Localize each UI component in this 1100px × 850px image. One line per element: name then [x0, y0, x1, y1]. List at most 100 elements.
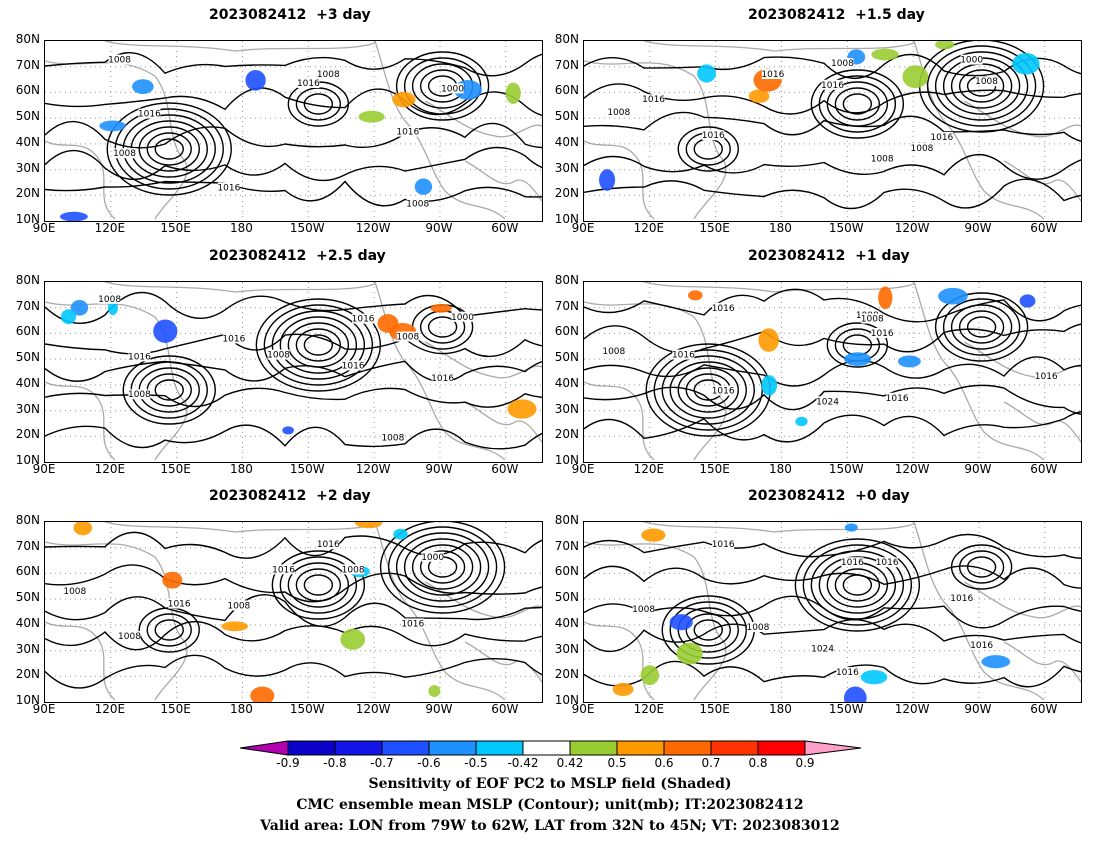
- lon-tick-label: 120W: [355, 221, 391, 235]
- colorbar-tick-label: 0.8: [748, 756, 768, 770]
- lon-tick-label: 120E: [633, 702, 665, 716]
- gridlines: [45, 41, 542, 221]
- lat-tick-label: 30N: [15, 401, 40, 416]
- contour-label: 1008: [108, 56, 131, 66]
- contour-label: 1000: [441, 84, 464, 94]
- mslp-contours: [45, 522, 542, 689]
- lon-tick-label: 120E: [94, 702, 126, 716]
- contour-label: 1016: [352, 315, 375, 325]
- lat-tick-label: 80N: [15, 32, 40, 46]
- lat-tick-label: 50N: [554, 109, 579, 124]
- contour-label: 1016: [821, 81, 844, 91]
- lat-tick-label: 20N: [554, 667, 579, 682]
- colorbar: -0.9 -0.8 -0.7 -0.6 -0.5 -0.42 0.42 0.5 0.6 0.7 0.…: [240, 740, 862, 780]
- panel-title: 2023082412 +2.5 day: [209, 248, 386, 264]
- contour-label: 1016: [841, 558, 864, 568]
- coastline: [584, 41, 1081, 220]
- contour-label: 1008: [128, 390, 151, 400]
- colorbar-swatches: [240, 740, 862, 756]
- coastline: [584, 522, 1081, 701]
- colorbar-swatch: [663, 740, 712, 756]
- sensitivity-shading: [612, 523, 1011, 702]
- lat-tick-label: 70N: [554, 538, 579, 553]
- lon-tick-label: 180: [769, 462, 792, 476]
- colorbar-tick-label: -0.5: [464, 756, 488, 770]
- contour-label: 1008: [342, 565, 365, 575]
- lon-tick-label: 60W: [1030, 221, 1058, 235]
- caption-line-3: Valid area: LON from 79W to 62W, LAT fro…: [260, 818, 840, 834]
- lat-tick-label: 80N: [554, 273, 579, 287]
- contour-label: 1000: [960, 56, 983, 66]
- lat-tick-label: 60N: [554, 83, 579, 98]
- lon-tick-label: 180: [230, 462, 253, 476]
- colorbar-swatch: [334, 740, 383, 756]
- lat-tick-label: 60N: [15, 564, 40, 579]
- colorbar-tick-label: 0.42: [556, 756, 584, 770]
- lon-tick-label: 60W: [491, 462, 519, 476]
- sensitivity-shading: [60, 69, 521, 221]
- caption-line-1: Sensitivity of EOF PC2 to MSLP field (Sh…: [368, 776, 732, 792]
- contour-label: 1008: [911, 144, 934, 154]
- lat-tick-label: 30N: [554, 160, 579, 175]
- contour-label: 1016: [876, 558, 899, 568]
- lat-tick-label: 10N: [15, 453, 40, 467]
- lat-tick-label: 40N: [554, 375, 579, 390]
- contour-label: 1016: [950, 594, 973, 604]
- contour-label: 1016: [401, 619, 424, 629]
- lon-tick-label: 150W: [289, 221, 325, 235]
- lon-tick-label: 180: [230, 702, 253, 716]
- contour-label: 1008: [607, 108, 630, 118]
- contour-label: 1016: [431, 374, 454, 384]
- lat-tick-label: 70N: [15, 57, 40, 72]
- lon-tick-label: 90E: [32, 462, 56, 476]
- lon-tick-label: 150E: [699, 702, 730, 716]
- contour-label: 1008: [63, 587, 86, 597]
- contour-label: 1008: [381, 433, 404, 443]
- lat-tick-label: 40N: [554, 134, 579, 149]
- sensitivity-shading: [73, 522, 441, 702]
- contour-label: 1016: [317, 540, 340, 550]
- contour-label: 1008: [396, 333, 419, 343]
- contour-label: 1016: [930, 133, 953, 143]
- colorbar-tick-label: -0.6: [417, 756, 441, 770]
- lon-tick-label: 90E: [571, 221, 595, 235]
- colorbar-swatch: [428, 740, 477, 756]
- contour-label: 1008: [267, 351, 290, 361]
- coastline: [584, 282, 1081, 461]
- contour-label: 1008: [602, 347, 625, 357]
- lat-tick-label: 20N: [554, 427, 579, 442]
- lat-tick-label: 20N: [554, 186, 579, 201]
- lon-tick-label: 120E: [633, 221, 665, 235]
- colorbar-tick-label: -0.7: [370, 756, 394, 770]
- contour-label: 1000: [421, 553, 444, 563]
- coastline: [45, 522, 542, 701]
- lon-tick-label: 60W: [491, 702, 519, 716]
- lon-tick-label: 90E: [32, 221, 56, 235]
- lon-tick-label: 60W: [1030, 462, 1058, 476]
- map-panel: 1016 1016 1008 1016 1008 1024 1016 1016 1016: [583, 521, 1082, 703]
- contour-label: 1016: [886, 394, 909, 404]
- colorbar-swatch: [757, 740, 806, 756]
- map-panel: 1016 1016 1000 1008 1008 1016 1008 1016 1008: [44, 521, 543, 703]
- colorbar-swatch: [616, 740, 665, 756]
- contour-label: 1016: [712, 304, 735, 314]
- colorbar-tick-label: 0.6: [654, 756, 674, 770]
- contour-label: 1016: [712, 387, 735, 397]
- colorbar-swatch: [287, 740, 336, 756]
- colorbar-max-arrow: [804, 740, 862, 756]
- lat-tick-label: 50N: [15, 109, 40, 124]
- panel-title: 2023082412 +3 day: [209, 7, 371, 23]
- lon-tick-label: 120W: [894, 462, 930, 476]
- lon-tick-label: 90W: [425, 702, 453, 716]
- contour-label: 1008: [227, 601, 250, 611]
- lat-tick-label: 50N: [554, 590, 579, 605]
- contour-label: 1016: [642, 95, 665, 105]
- contour-label: 1016: [761, 70, 784, 80]
- colorbar-tick-label: 0.5: [607, 756, 627, 770]
- contour-label: 1000: [451, 313, 474, 323]
- lat-tick-label: 30N: [554, 641, 579, 656]
- lat-tick-label: 20N: [15, 427, 40, 442]
- lat-tick-label: 70N: [554, 298, 579, 313]
- colorbar-tick-label: 0.7: [701, 756, 721, 770]
- lon-tick-label: 120E: [633, 462, 665, 476]
